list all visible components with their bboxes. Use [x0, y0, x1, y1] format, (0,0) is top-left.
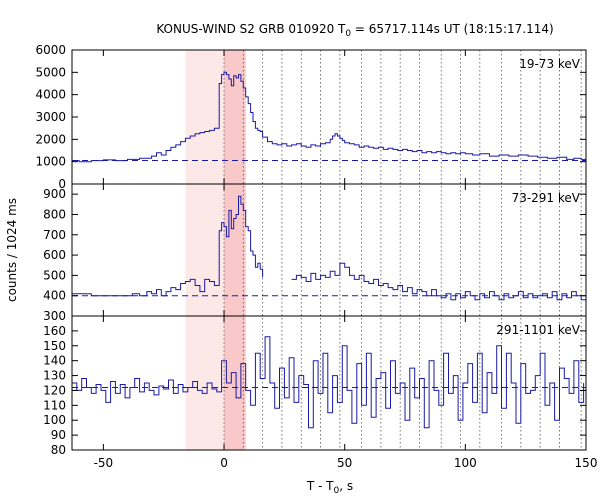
panel-0: 0 1000 2000 3000 4000 5000 6000 19-73 keV: [35, 43, 587, 191]
panel-1-ytick-label-0: 300: [43, 309, 66, 323]
panel-2-ytick-label-1: 90: [51, 428, 66, 442]
chart-title-subscript: 0: [345, 29, 351, 39]
shaded-region-dark: [224, 50, 246, 450]
panel-1-ytick-label-5: 800: [43, 207, 66, 221]
panel-1-ytick-label-1: 400: [43, 289, 66, 303]
panel-1-series-0: [72, 195, 264, 297]
panel-0-ytick-label-6: 6000: [35, 43, 66, 57]
panel-0-energy-label: 19-73 keV: [519, 57, 581, 71]
panel-2-ytick-label-8: 160: [43, 324, 66, 338]
panel-0-ytick-label-5: 5000: [35, 65, 66, 79]
panel-1-ytick-label-4: 700: [43, 228, 66, 242]
panel-0-ytick-label-4: 4000: [35, 88, 66, 102]
y-axis-label: counts / 1024 ms: [5, 198, 19, 302]
chart-title-prefix: KONUS-WIND S2 GRB 010920 T: [156, 22, 346, 36]
panel-0-series-0: [72, 71, 587, 163]
panel-0-ytick-label-0: 0: [58, 177, 66, 191]
panel-1: 300 400 500 600 700 800 900 73-291 keV: [43, 183, 587, 323]
panel-2-ytick-label-5: 130: [43, 369, 66, 383]
x-axis-label-prefix: T - T: [306, 479, 334, 493]
panel-0-ytick-label-3: 3000: [35, 110, 66, 124]
panel-1-series-1: [291, 262, 587, 301]
x-axis-label-suffix: , s: [339, 479, 353, 493]
panel-2-frame: [71, 315, 587, 451]
panel-2-series-0: [72, 336, 585, 429]
chart-backdrop: [185, 50, 582, 450]
panel-1-ytick-label-3: 600: [43, 248, 66, 262]
panel-0-ytick-label-2: 2000: [35, 132, 66, 146]
xtick-label-3: 100: [454, 456, 477, 470]
panel-0-ytick-label-1: 1000: [35, 155, 66, 169]
panel-2-ytick-label-6: 140: [43, 354, 66, 368]
x-axis-label-subscript: 0: [334, 486, 340, 496]
xtick-label-0: -50: [94, 456, 114, 470]
chart-title: KONUS-WIND S2 GRB 010920 T0 = 65717.114s…: [156, 22, 553, 39]
panel-2-energy-label: 291-1101 keV: [496, 323, 580, 337]
xtick-label-1: 0: [220, 456, 228, 470]
chart-title-suffix: = 65717.114s UT (18:15:17.114): [351, 22, 554, 36]
xtick-label-2: 50: [337, 456, 352, 470]
panel-2-ytick-label-2: 100: [43, 413, 66, 427]
panel-2-ytick-label-0: 80: [51, 443, 66, 457]
panel-2-ytick-label-3: 110: [43, 398, 66, 412]
panel-1-ytick-label-2: 500: [43, 268, 66, 282]
x-axis-label: T - T0, s: [306, 479, 353, 496]
xtick-label-4: 150: [575, 456, 598, 470]
panel-1-ytick-label-6: 900: [43, 187, 66, 201]
panel-0-frame: [71, 49, 587, 185]
panel-2-ytick-label-7: 150: [43, 339, 66, 353]
panel-1-energy-label: 73-291 keV: [512, 191, 581, 205]
panel-2-ytick-label-4: 120: [43, 383, 66, 397]
